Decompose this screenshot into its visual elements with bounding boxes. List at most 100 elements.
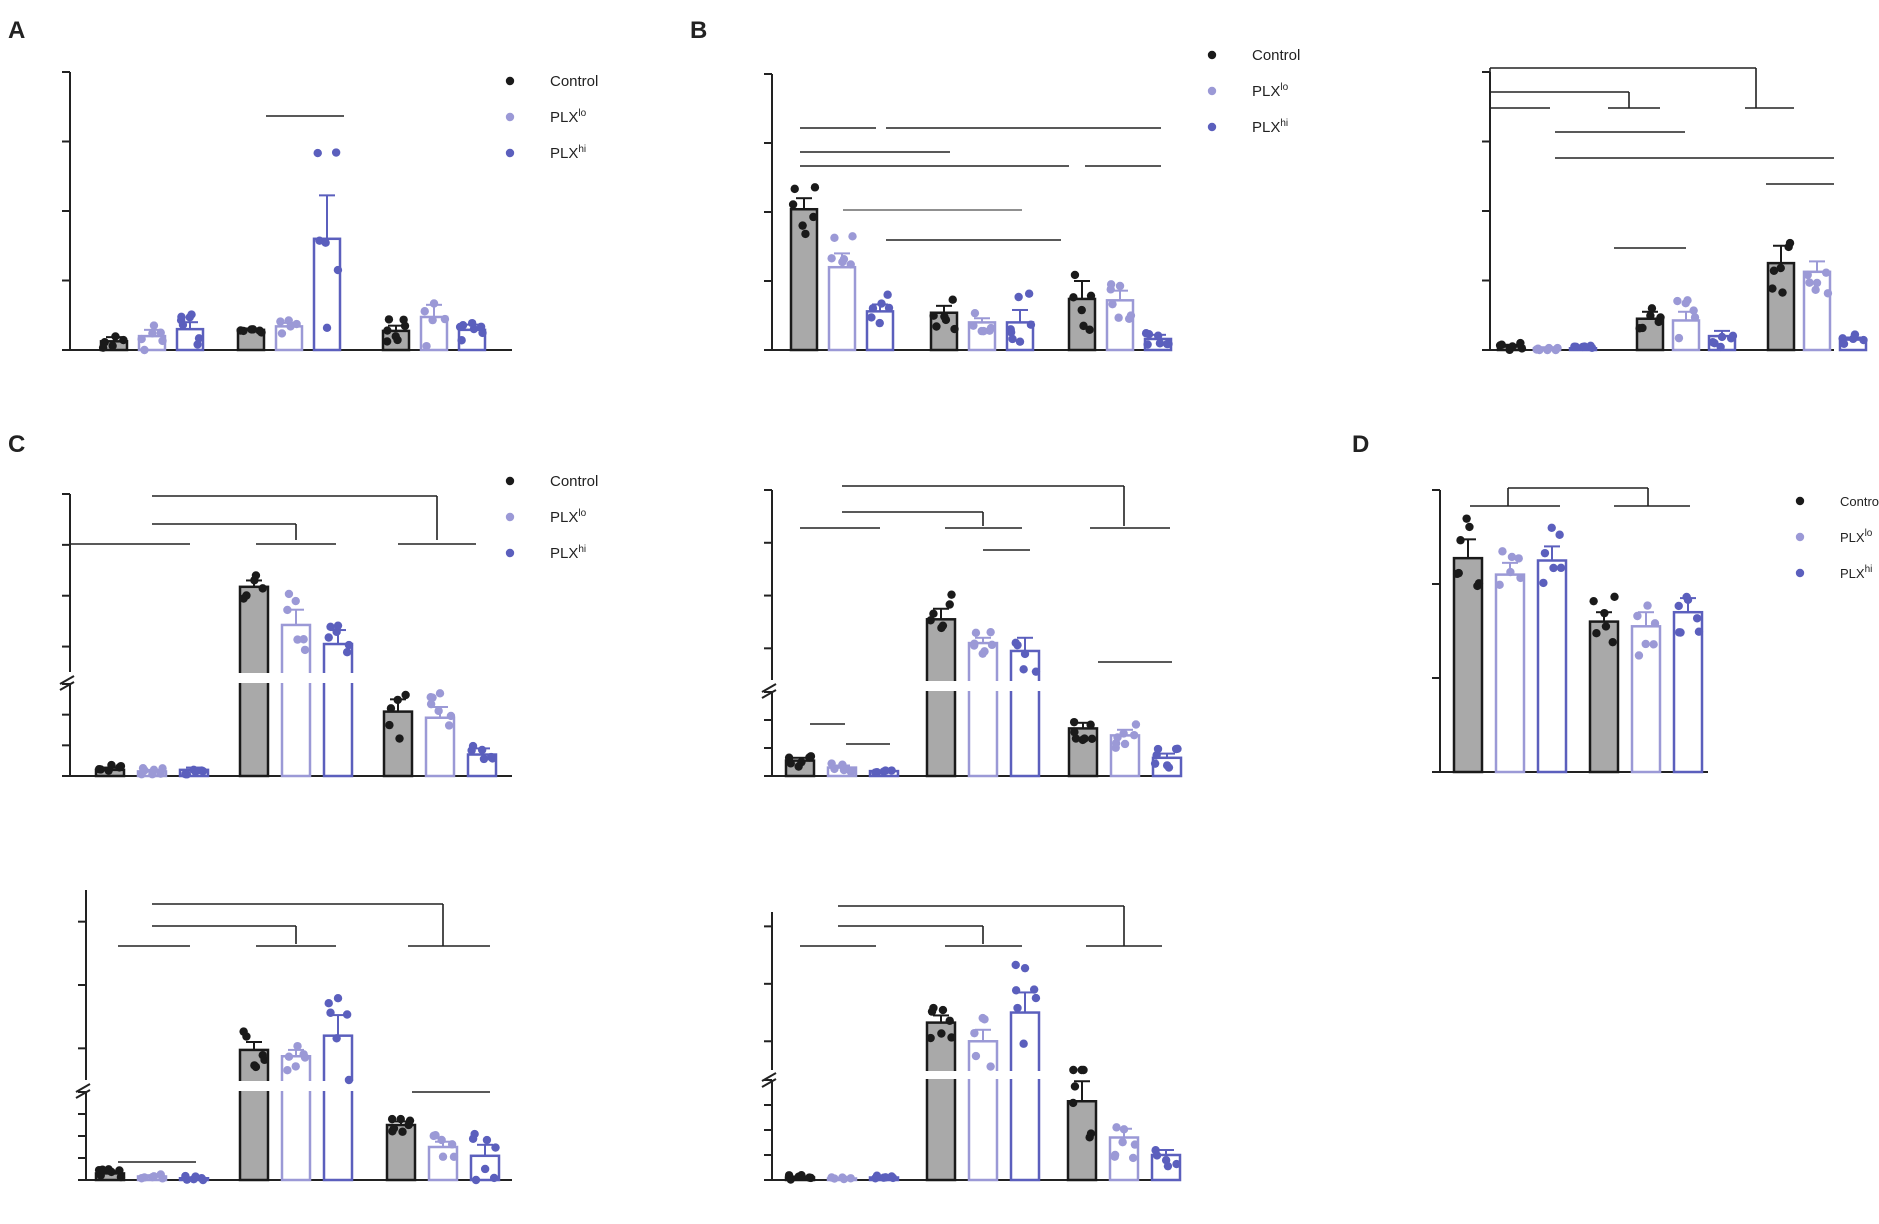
legend-label: PLXlo bbox=[1840, 528, 1873, 545]
data-point bbox=[1839, 339, 1849, 348]
data-point bbox=[1608, 637, 1617, 647]
data-point bbox=[198, 1175, 208, 1185]
data-point bbox=[104, 1165, 113, 1174]
data-point bbox=[457, 336, 466, 345]
bar-break-gap bbox=[322, 1081, 354, 1091]
data-point bbox=[182, 1175, 192, 1184]
data-point bbox=[440, 314, 450, 324]
legend-marker bbox=[505, 476, 515, 486]
data-point bbox=[111, 332, 120, 341]
data-point bbox=[1006, 328, 1016, 337]
bar bbox=[427, 1145, 459, 1182]
data-point bbox=[1143, 340, 1152, 349]
bar-break-gap bbox=[1009, 681, 1041, 691]
data-point bbox=[431, 1131, 440, 1140]
data-point bbox=[1070, 270, 1080, 280]
data-point bbox=[1465, 522, 1474, 532]
data-point bbox=[1114, 313, 1123, 322]
data-point bbox=[140, 345, 149, 355]
data-point bbox=[1674, 333, 1684, 343]
panel-il1b bbox=[761, 485, 1183, 778]
data-point bbox=[444, 721, 454, 730]
data-point bbox=[194, 334, 204, 343]
data-point bbox=[848, 766, 857, 776]
data-point bbox=[1024, 289, 1034, 298]
data-point bbox=[248, 325, 258, 334]
data-point bbox=[489, 1173, 499, 1183]
data-point bbox=[1848, 334, 1858, 344]
data-point bbox=[324, 998, 333, 1008]
data-point bbox=[258, 584, 267, 593]
bar bbox=[280, 1055, 312, 1182]
data-point bbox=[137, 334, 146, 344]
data-point bbox=[342, 1010, 352, 1019]
data-point bbox=[1069, 1065, 1078, 1075]
data-point bbox=[786, 1175, 795, 1184]
data-point bbox=[326, 1008, 335, 1017]
data-point bbox=[941, 315, 951, 325]
data-point bbox=[455, 322, 465, 332]
data-point bbox=[801, 229, 810, 239]
data-point bbox=[1130, 1140, 1140, 1149]
data-point bbox=[1674, 628, 1684, 637]
data-point bbox=[1014, 292, 1023, 302]
data-point bbox=[970, 308, 980, 318]
bar bbox=[1536, 559, 1568, 774]
data-point bbox=[1540, 548, 1550, 558]
data-point bbox=[875, 318, 884, 328]
data-point bbox=[1119, 729, 1128, 738]
data-point bbox=[393, 695, 402, 705]
data-point bbox=[1495, 580, 1504, 590]
data-point bbox=[116, 761, 126, 771]
data-point bbox=[1803, 270, 1812, 280]
data-point bbox=[236, 326, 245, 335]
bar-break-gap bbox=[1009, 1071, 1041, 1079]
legend-marker bbox=[1207, 86, 1217, 96]
data-point bbox=[1079, 321, 1088, 331]
data-point bbox=[1124, 314, 1134, 324]
data-point bbox=[809, 212, 818, 222]
data-point bbox=[1643, 601, 1652, 610]
data-point bbox=[1646, 311, 1655, 320]
data-point bbox=[1071, 734, 1081, 743]
panel-d: Control PLXlo PLXhi bbox=[1432, 487, 1879, 774]
panel-letter: D bbox=[1352, 431, 1369, 458]
bar-break-gap bbox=[238, 1081, 270, 1091]
data-point bbox=[970, 1028, 979, 1038]
data-point bbox=[191, 767, 200, 776]
data-point bbox=[326, 622, 335, 631]
data-point bbox=[477, 745, 487, 755]
legend-marker bbox=[505, 112, 515, 122]
data-point bbox=[1150, 759, 1160, 768]
data-point bbox=[945, 1016, 954, 1025]
legend-marker bbox=[1207, 50, 1217, 60]
data-point bbox=[389, 1124, 399, 1133]
data-point bbox=[1726, 334, 1736, 343]
data-point bbox=[96, 765, 105, 774]
data-point bbox=[257, 328, 266, 337]
data-point bbox=[1011, 986, 1021, 995]
panel-csf1r: Control PLXlo PLXhi bbox=[764, 47, 1300, 352]
panel-letter: C bbox=[8, 431, 25, 458]
panel-il6 bbox=[75, 890, 512, 1185]
data-point bbox=[827, 254, 836, 263]
data-point bbox=[158, 336, 167, 346]
data-point bbox=[1589, 596, 1598, 606]
data-point bbox=[932, 322, 941, 331]
data-point bbox=[830, 233, 839, 243]
data-point bbox=[827, 759, 836, 768]
legend-label: PLXhi bbox=[1252, 118, 1288, 136]
bar bbox=[1766, 261, 1796, 352]
bar bbox=[1009, 1011, 1041, 1182]
data-point bbox=[104, 766, 113, 775]
data-point bbox=[119, 335, 128, 345]
data-point bbox=[947, 1033, 956, 1042]
data-point bbox=[333, 993, 343, 1003]
data-point bbox=[1020, 649, 1030, 659]
bar-break-gap bbox=[925, 1071, 957, 1079]
data-point bbox=[156, 328, 165, 337]
legend-label: PLXhi bbox=[550, 144, 586, 162]
data-point bbox=[1514, 554, 1523, 563]
data-point bbox=[1079, 1065, 1088, 1075]
data-point bbox=[1019, 665, 1028, 674]
